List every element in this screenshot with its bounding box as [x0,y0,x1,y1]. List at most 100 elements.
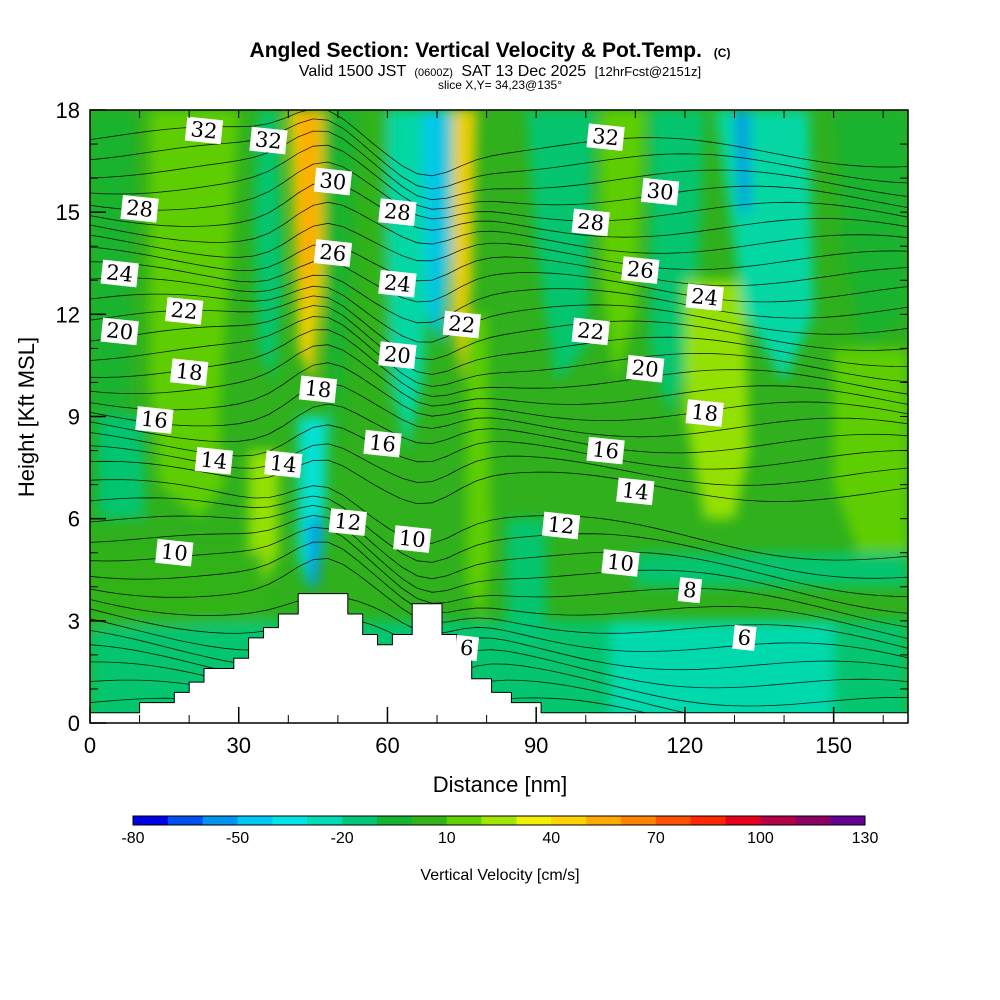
contour-label-box [640,177,680,206]
contour-label-value: 8 [682,578,698,603]
contour-label-value: 30 [318,168,347,195]
contour-label-box [135,406,174,434]
velocity-patch [298,110,318,315]
colorbar-segment [655,816,692,825]
isentrope-line [90,201,908,254]
potential-temperature-contours [90,110,908,723]
colorbar-tick-label: -50 [226,830,249,847]
contour-label-box [685,283,724,312]
velocity-patch [253,110,284,383]
contour-label: 20 [378,341,417,370]
contour-label-box [378,198,417,227]
colorbar-title: Vertical Velocity [cm/s] [420,867,579,884]
contour-label-value: 22 [447,311,476,338]
contour-label-box [571,208,610,237]
velocity-patch [635,552,908,587]
colorbar-segment [690,816,726,825]
x-axis: 0 30 60 90 120 150 [84,110,884,758]
contour-label: 32 [184,116,224,145]
contour-label-box [677,577,703,604]
x-tick-label: 60 [375,733,399,758]
velocity-patch [600,110,646,383]
contour-label-value: 6 [459,635,475,660]
x-tick-label: 30 [226,733,250,758]
contour-label: 32 [586,123,625,152]
isentrope-line [90,459,908,505]
y-tick-label: 9 [68,405,80,430]
contour-label-box [194,446,234,475]
isentrope-line [90,479,908,561]
y-axis: 0 3 6 9 12 15 18 [56,98,908,736]
isentrope-line [90,495,908,579]
x-tick-label: 0 [84,733,96,758]
colorbar-segment [411,816,448,825]
contour-label: 16 [586,436,625,465]
contour-label-box [184,116,224,145]
y-tick-label: 18 [56,98,80,123]
contour-label: 22 [571,317,610,346]
contour-label-value: 16 [591,437,620,464]
contour-label: 8 [677,577,703,604]
colorbar-segment [621,816,657,825]
contour-label: 10 [601,549,640,577]
x-tick-label: 120 [667,733,704,758]
colorbar-frame [132,815,866,826]
contour-label-value: 22 [576,318,605,345]
y-tick-label: 6 [68,507,80,532]
contour-label-box [685,399,724,427]
contour-label-box [100,259,139,288]
slice-info: slice X,Y= 34,23@135° [438,78,562,92]
contour-label-box [586,436,625,465]
contour-label-box [165,297,204,325]
contour-label-value: 26 [626,257,655,284]
isentrope-line [90,305,908,375]
colorbar-tick-label: -80 [121,830,144,847]
contour-label: 18 [170,358,209,387]
contour-label: 14 [616,477,655,506]
y-axis-label: Height [Kft MSL] [14,337,39,497]
x-axis-label: Distance [nm] [433,772,568,797]
contour-label-box [328,508,367,536]
contour-label: 10 [393,525,432,553]
contour-label: 18 [298,375,338,404]
colorbar-segment [167,816,204,825]
contour-label: 24 [378,269,417,298]
contour-label: 28 [378,198,417,227]
contour-label-box [100,317,139,346]
colorbar-tick-label: 40 [542,830,560,847]
isentrope-line [90,274,908,324]
contour-label-box [378,269,417,298]
contour-label-value: 10 [398,526,427,553]
y-tick-label: 0 [68,711,80,736]
contour-label-value: 18 [690,400,719,427]
contour-label: 30 [640,177,680,206]
isentrope-line [90,608,908,671]
y-tick-label: 15 [56,200,80,225]
isentrope-line [90,514,908,614]
contour-label: 18 [685,399,724,427]
contour-label-value: 18 [175,359,204,386]
velocity-patch [833,348,908,553]
velocity-patch [308,518,323,587]
contour-label-box [442,310,481,339]
isentrope-line [90,242,908,287]
contour-label-value: 12 [546,512,575,539]
isentrope-line [90,295,908,361]
x-tick-label: 90 [524,733,548,758]
isentrope-line [90,161,908,222]
contour-label-box [170,358,209,387]
colorbar-segment [342,816,378,825]
isentrope-line [90,222,908,270]
colorbar [132,815,866,826]
isentrope-line [90,110,908,177]
valid-date: SAT 13 Dec 2025 [461,63,586,80]
contour-label: 16 [363,429,402,458]
contour-label-value: 20 [383,342,412,369]
contour-label-box [586,123,625,152]
contour-label-value: 6 [736,625,752,650]
colorbar-tick-label: 10 [438,830,456,847]
isentrope-line [90,504,908,597]
contour-label-value: 20 [105,318,134,345]
colorbar-segment [377,816,413,825]
